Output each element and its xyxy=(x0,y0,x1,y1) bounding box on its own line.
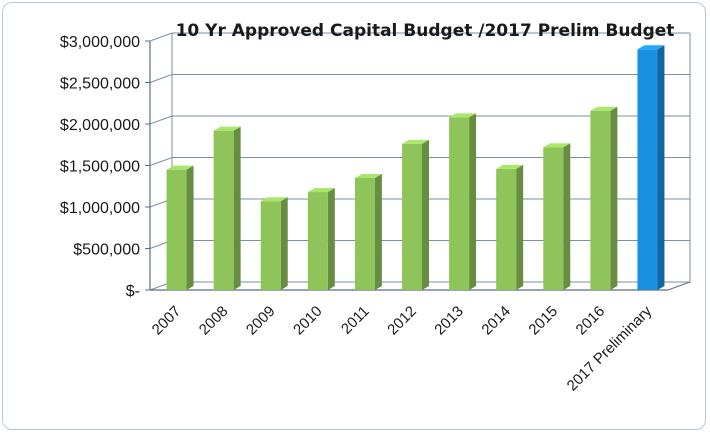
y-tick-label: $3,000,000 xyxy=(60,34,140,51)
bar-side xyxy=(327,188,335,290)
gridline-side xyxy=(149,74,173,83)
bar-front xyxy=(543,147,564,290)
bar-2010 xyxy=(307,188,335,290)
bar-front xyxy=(590,110,611,290)
bar-side xyxy=(610,106,618,290)
x-tick-label: 2013 xyxy=(431,303,467,339)
bar-front xyxy=(402,143,422,290)
bar-front xyxy=(354,177,375,290)
gridline-side xyxy=(149,157,173,166)
gridline-side xyxy=(149,32,173,42)
bar-front xyxy=(637,49,658,290)
bar-2008 xyxy=(213,126,241,290)
x-tick-label: 2012 xyxy=(384,303,420,339)
bar-front xyxy=(260,201,281,290)
y-tick-label: $1,500,000 xyxy=(60,159,140,176)
bar-2017-preliminary xyxy=(637,45,665,290)
bar-side xyxy=(422,139,429,290)
bar-top xyxy=(354,173,382,178)
x-tick-label: 2009 xyxy=(243,303,279,339)
x-tick-label: 2014 xyxy=(478,303,514,339)
chart-title: 10 Yr Approved Capital Budget /2017 Prel… xyxy=(176,21,675,41)
bar-front xyxy=(496,168,517,290)
x-tick-label: 2008 xyxy=(196,303,232,339)
bar-top xyxy=(637,45,665,50)
x-tick-label: 2010 xyxy=(290,303,326,339)
bar-front xyxy=(449,117,470,290)
bar-front xyxy=(307,192,328,290)
bar-side xyxy=(657,45,665,290)
bar-top xyxy=(402,139,429,144)
bar-top xyxy=(307,188,335,193)
bar-side xyxy=(374,173,382,290)
bar-side xyxy=(563,143,571,290)
y-tick-label: $2,000,000 xyxy=(60,117,140,134)
gridline-side xyxy=(149,115,173,125)
bar-2016 xyxy=(590,106,618,290)
bar-side xyxy=(233,126,241,290)
x-axis-tick-labels: 2007 2008 2009 2010 2011 2012 2013 2014 2015 2016… xyxy=(149,302,656,394)
bar-2014 xyxy=(496,164,524,290)
bar-2007 xyxy=(166,165,194,290)
y-tick-label: $2,500,000 xyxy=(60,76,140,93)
bar-top xyxy=(166,165,194,170)
y-axis-tick-labels: $- $500,000 $1,000,000 $1,500,000 $2,000,000… xyxy=(60,34,150,300)
bar-front xyxy=(166,169,187,290)
y-tick-label: $500,000 xyxy=(73,242,140,259)
y-tick-label: $1,000,000 xyxy=(60,200,140,217)
bar-2009 xyxy=(260,197,288,290)
chart-frame xyxy=(2,2,706,430)
bar-2011 xyxy=(354,173,382,290)
bar-2012 xyxy=(402,139,429,290)
x-tick-label: 2016 xyxy=(573,303,609,339)
bars xyxy=(166,45,665,290)
x-tick-label: 2011 xyxy=(338,303,373,338)
x-tick-label: 2017 Preliminary xyxy=(564,302,656,394)
floor-right-edge xyxy=(667,281,691,291)
x-tick-label: 2007 xyxy=(149,303,185,339)
bar-2015 xyxy=(543,143,571,290)
bar-top xyxy=(590,106,618,111)
x-tick-label: 2015 xyxy=(525,303,561,339)
bar-side xyxy=(280,197,288,290)
bar-top xyxy=(449,113,477,118)
bar-top xyxy=(496,164,524,169)
bar-top xyxy=(543,143,571,148)
bar-side xyxy=(186,165,194,290)
bar-side xyxy=(469,113,477,290)
bar-top xyxy=(260,197,288,202)
bar-2013 xyxy=(449,113,477,290)
bar-top xyxy=(213,126,241,131)
bar-front xyxy=(213,130,234,290)
bar-side xyxy=(516,164,524,290)
y-tick-label: $- xyxy=(126,283,140,300)
